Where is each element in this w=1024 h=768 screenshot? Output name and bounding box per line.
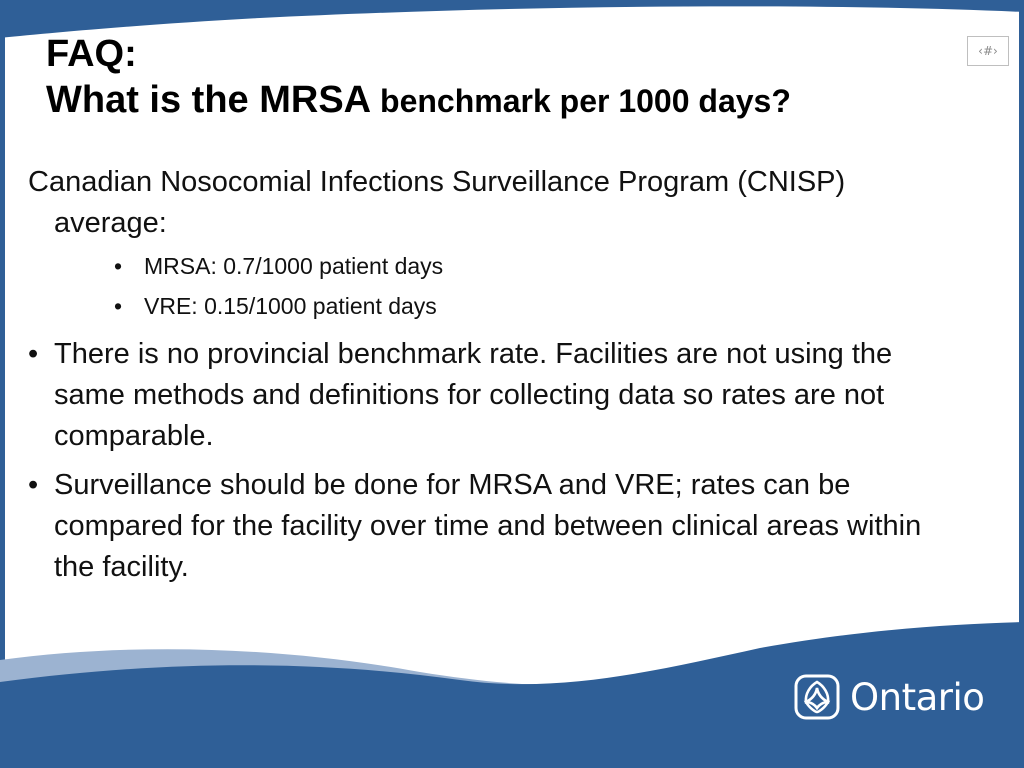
sub-bullet-dot: • bbox=[114, 293, 123, 319]
list-item: • VRE: 0.15/1000 patient days bbox=[114, 286, 958, 326]
left-border bbox=[0, 0, 5, 768]
sub-item-mrsa: MRSA: 0.7/1000 patient days bbox=[144, 253, 444, 279]
ontario-trillium-icon bbox=[794, 674, 840, 720]
bullet-text: There is no provincial benchmark rate. F… bbox=[54, 338, 893, 452]
sub-bullet-list: • MRSA: 0.7/1000 patient days • VRE: 0.1… bbox=[54, 246, 958, 326]
title-line-1: FAQ: bbox=[46, 33, 137, 75]
title-line-2-small: benchmark per 1000 days? bbox=[371, 82, 791, 119]
bullet-dot: • bbox=[28, 469, 39, 501]
sub-item-vre: VRE: 0.15/1000 patient days bbox=[144, 293, 437, 319]
list-item: • MRSA: 0.7/1000 patient days bbox=[114, 246, 958, 286]
bullet-surveillance: • Surveillance should be done for MRSA an… bbox=[28, 465, 958, 588]
ontario-wordmark: Ontario bbox=[850, 675, 985, 719]
slide-title: FAQ: What is the MRSA benchmark per 1000… bbox=[46, 32, 791, 123]
slide-number-placeholder: ‹#› bbox=[967, 36, 1009, 66]
slide-body: Canadian Nosocomial Infections Surveilla… bbox=[28, 162, 958, 596]
bullet-dot: • bbox=[28, 338, 39, 370]
title-line-2-large: What is the MRSA bbox=[46, 78, 372, 121]
right-border bbox=[1019, 0, 1024, 768]
ontario-logo: Ontario bbox=[794, 674, 985, 720]
intro-text: Canadian Nosocomial Infections Surveilla… bbox=[28, 166, 846, 239]
intro-paragraph: Canadian Nosocomial Infections Surveilla… bbox=[28, 162, 958, 326]
header-wave bbox=[0, 0, 1024, 38]
bullet-benchmark: • There is no provincial benchmark rate. … bbox=[28, 334, 958, 457]
sub-bullet-dot: • bbox=[114, 253, 123, 279]
bullet-text: Surveillance should be done for MRSA and… bbox=[54, 469, 922, 583]
footer-wave bbox=[0, 622, 1024, 768]
